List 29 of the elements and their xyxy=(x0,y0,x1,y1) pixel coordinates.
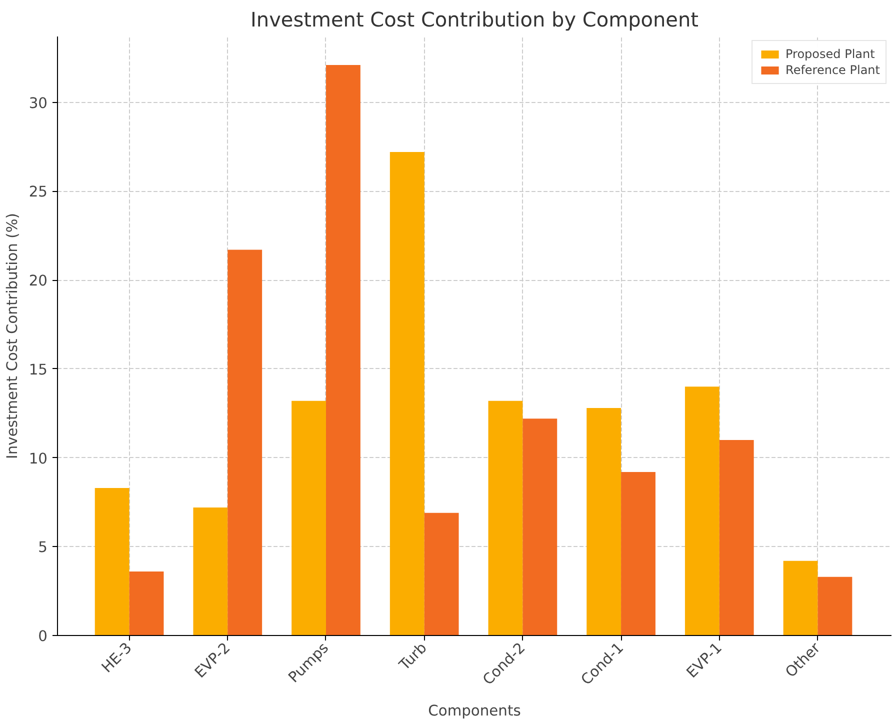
bar xyxy=(719,440,754,636)
bar xyxy=(586,408,622,636)
bar xyxy=(228,250,262,636)
legend-label: Proposed Plant xyxy=(786,47,875,61)
bar xyxy=(326,64,360,636)
y-tick-label: 25 xyxy=(28,184,48,201)
bar xyxy=(488,400,523,636)
bar xyxy=(522,418,558,636)
y-tick-label: 10 xyxy=(28,450,48,468)
y-tick-label: 30 xyxy=(28,94,48,112)
chart-title: Investment Cost Contribution by Component xyxy=(250,8,699,32)
bar xyxy=(424,512,459,636)
bar xyxy=(292,400,326,636)
x-axis-title: Components xyxy=(428,702,521,720)
y-tick-label: 15 xyxy=(28,361,48,378)
bar xyxy=(94,488,130,636)
bar xyxy=(684,386,720,636)
bar xyxy=(621,472,656,636)
y-axis-title: Investment Cost Contribution (%) xyxy=(4,213,21,459)
x-tick-label: Turb xyxy=(395,639,430,674)
bar xyxy=(783,560,818,636)
bar xyxy=(193,508,228,636)
bar xyxy=(390,152,424,636)
y-tick-label: 20 xyxy=(28,272,48,290)
bar xyxy=(129,572,164,636)
legend-label: Reference Plant xyxy=(786,63,880,77)
y-tick-label: 0 xyxy=(38,628,48,645)
y-tick-label: 5 xyxy=(38,539,48,556)
bar xyxy=(818,576,852,636)
